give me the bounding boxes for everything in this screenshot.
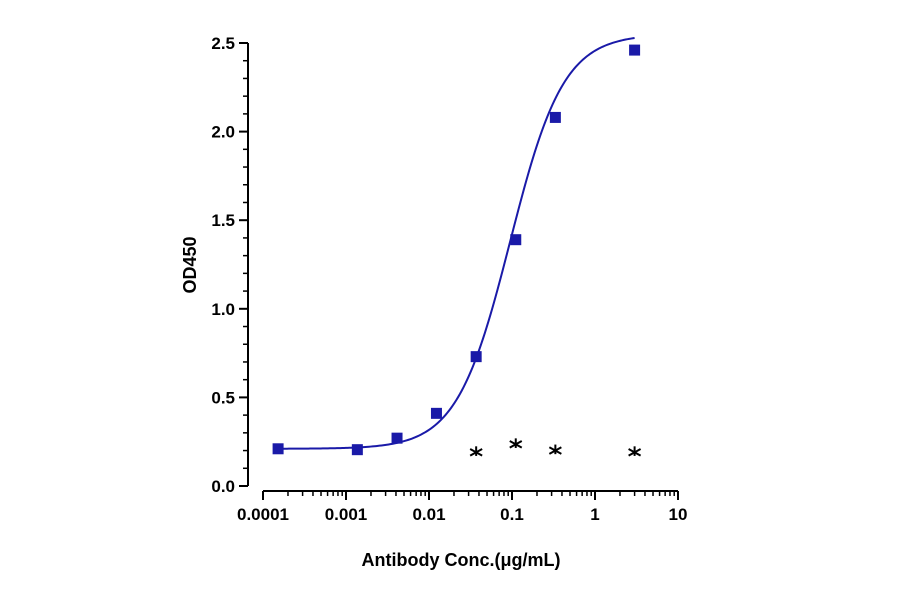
data-point-square: [430, 407, 442, 419]
y-tick-label: 1.5: [211, 211, 235, 230]
data-point-star: [628, 446, 642, 457]
x-tick-label: 0.0001: [237, 505, 289, 524]
data-point-star: [469, 446, 483, 457]
y-tick-label: 0.5: [211, 388, 235, 407]
x-tick-label: 10: [669, 505, 688, 524]
y-axis-title: OD450: [180, 236, 200, 293]
y-tick-label: 0.0: [211, 477, 235, 496]
axes: 0.0 0.5 1.0 1.5 2.0 2.5 0.0001 0.001 0.01 0.1 1 10: [211, 34, 687, 524]
fit-curve: [278, 37, 635, 450]
data-point-square: [272, 443, 284, 455]
y-tick-label: 1.0: [211, 300, 235, 319]
data-point-square: [470, 351, 482, 363]
y-tick-label: 2.0: [211, 123, 235, 142]
data-point-star: [548, 444, 562, 455]
x-tick-label: 1: [590, 505, 599, 524]
x-tick-label: 0.1: [500, 505, 524, 524]
data-point-square: [351, 444, 363, 456]
y-tick-label: 2.5: [211, 34, 235, 53]
fit-curve-layer: [278, 37, 635, 450]
data-marks-layer: [272, 44, 642, 457]
data-point-square: [549, 111, 561, 123]
axis-labels-layer: OD450 Antibody Conc.(μg/mL): [180, 236, 560, 570]
data-point-square: [391, 432, 403, 444]
data-point-star: [509, 438, 523, 449]
data-point-square: [510, 234, 522, 246]
x-tick-label: 0.001: [325, 505, 368, 524]
x-tick-label: 0.01: [412, 505, 445, 524]
data-point-square: [629, 44, 641, 56]
x-axis-title: Antibody Conc.(μg/mL): [362, 550, 561, 570]
